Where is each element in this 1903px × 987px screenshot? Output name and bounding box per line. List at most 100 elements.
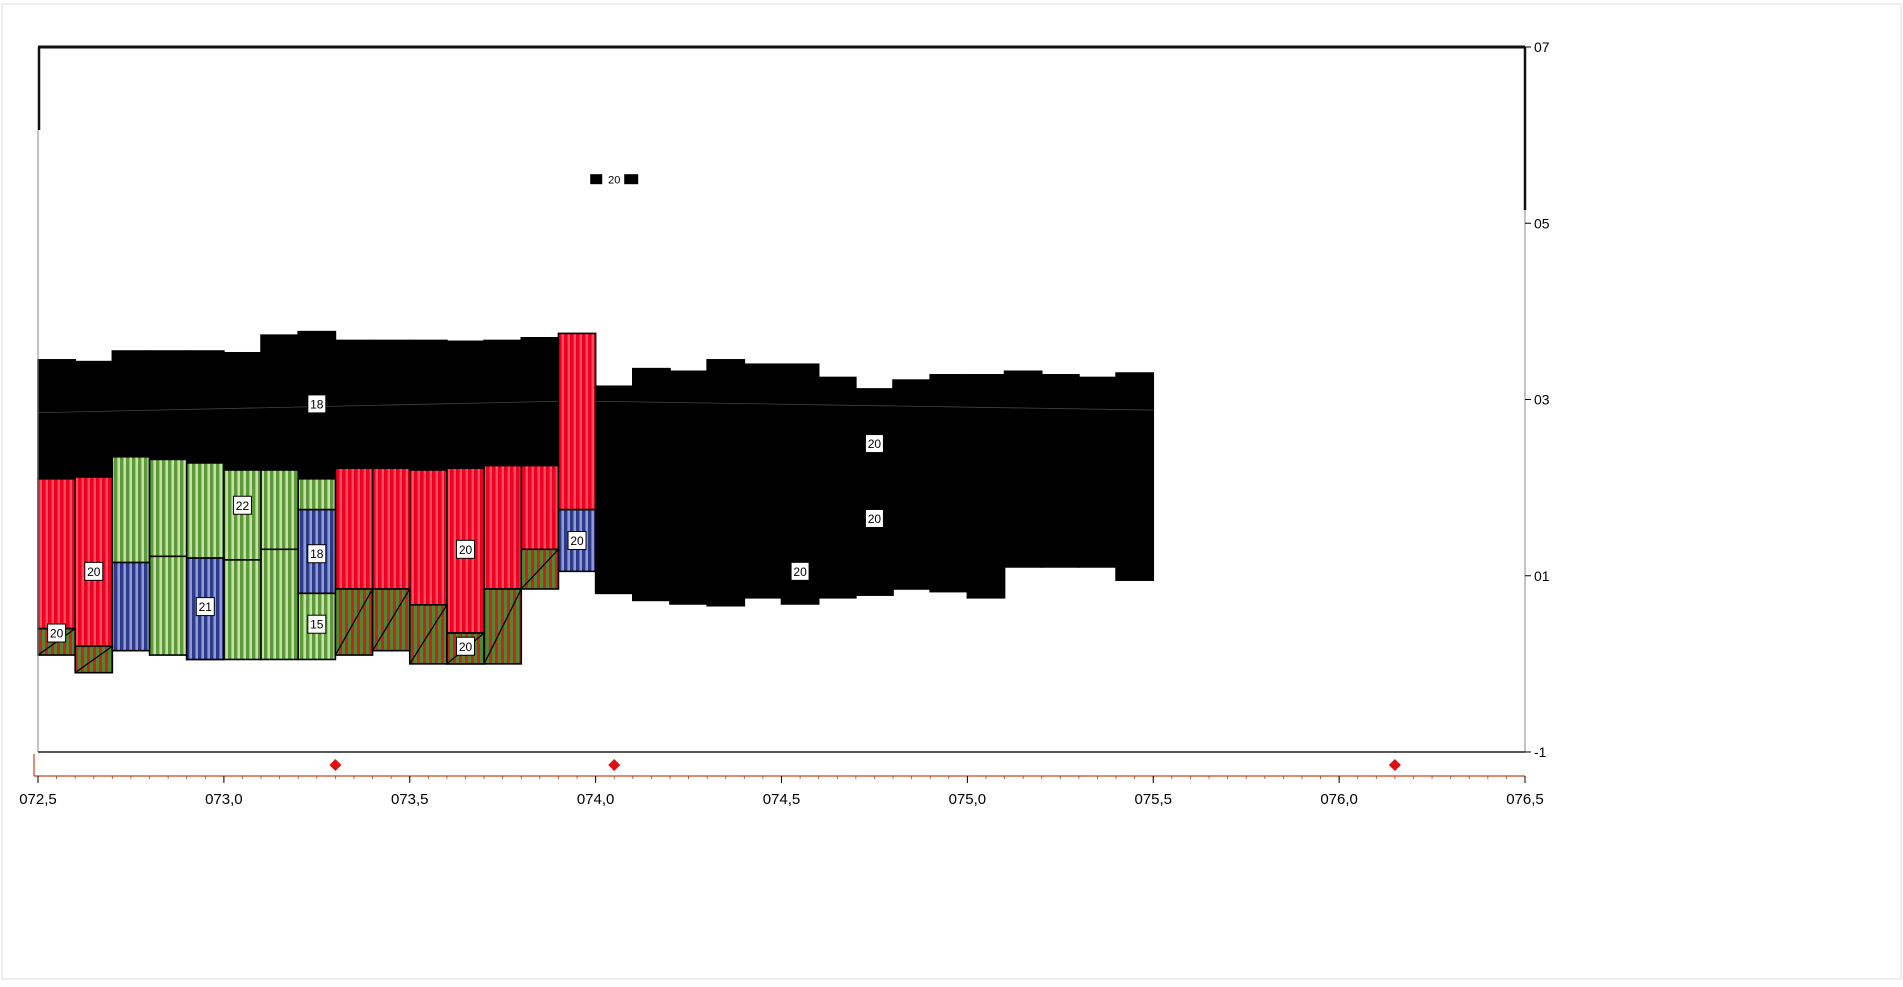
x-tick-label: 076,0 <box>1320 791 1358 808</box>
area-segment-black <box>111 350 151 458</box>
area-segment-green <box>223 559 262 661</box>
area-segment-black <box>892 379 932 590</box>
legend-swatch-left <box>590 174 603 185</box>
layer-label: 20 <box>868 437 882 451</box>
area-segment-blue <box>111 561 151 652</box>
hatch-diagonal <box>483 588 522 665</box>
layer-label-box <box>195 597 215 617</box>
standalone-label-box <box>864 508 884 528</box>
area-segment-green <box>223 469 262 561</box>
area-segment-green <box>260 469 300 551</box>
area-segment-green <box>185 462 225 559</box>
x-tick-label: 073,5 <box>391 791 429 808</box>
event-marker <box>608 759 621 771</box>
figure-border <box>1 3 1902 980</box>
legend-swatch-right <box>624 174 639 185</box>
area-segment-black <box>631 367 671 602</box>
area-segment-black <box>743 363 783 599</box>
layer-label-box <box>232 495 252 515</box>
y-tick-label: -1 <box>1534 744 1547 760</box>
layer-label-box <box>456 539 476 559</box>
area-segment-black <box>1115 372 1155 581</box>
standalone-label-box <box>790 561 810 581</box>
area-segment-red <box>520 464 560 551</box>
area-segment-black <box>185 350 225 464</box>
area-segment-black <box>669 370 708 605</box>
area-segment-green <box>260 548 300 661</box>
standalone-label: 20 <box>50 627 64 641</box>
band-centerline <box>595 400 1154 411</box>
standalone-label-box <box>47 623 67 643</box>
area-segment-black <box>223 351 262 471</box>
layer-label: 18 <box>310 397 324 411</box>
x-tick-label: 074,5 <box>763 791 801 808</box>
area-segment-black <box>1078 376 1117 568</box>
x-tick-label: 073,0 <box>205 791 243 808</box>
layer-label: 18 <box>310 547 324 561</box>
y-tick-label: 03 <box>1534 392 1550 408</box>
layer-label-box <box>864 434 884 454</box>
layer-label: 20 <box>87 565 101 579</box>
area-segment-black <box>1003 370 1043 568</box>
layer-label: 20 <box>459 640 473 654</box>
area-segment-black <box>37 359 76 480</box>
layer-label-box <box>307 394 327 414</box>
layer-label-box <box>307 544 327 564</box>
area-segment-black <box>594 385 634 595</box>
legend-swatch-label: 20 <box>608 175 620 187</box>
area-segment-black <box>408 339 448 471</box>
area-segment-black <box>1040 374 1080 568</box>
area-segment-black <box>706 359 746 607</box>
hatch-diagonal <box>334 588 374 656</box>
area-segment-green <box>297 478 337 511</box>
x-tick-label: 075,0 <box>949 791 987 808</box>
area-segment-red <box>408 469 448 606</box>
layer-label-box <box>567 531 587 550</box>
standalone-label: 20 <box>868 512 882 526</box>
hatch-diagonal <box>409 604 448 665</box>
area-segment-black <box>817 376 857 599</box>
standalone-label: 20 <box>793 565 807 579</box>
area-segment-red <box>74 476 114 648</box>
layer-label: 20 <box>570 534 584 548</box>
layer-label: 22 <box>236 499 250 513</box>
x-tick-label: 076,5 <box>1506 791 1544 808</box>
layer-label: 21 <box>199 600 213 614</box>
area-segment-black <box>446 340 485 470</box>
hatch-diagonal <box>74 645 113 674</box>
area-segment-red <box>446 467 485 634</box>
area-segment-black <box>260 334 300 471</box>
event-marker <box>329 759 342 771</box>
y-tick-label: 05 <box>1534 215 1550 231</box>
x-tick-label: 075,5 <box>1134 791 1172 808</box>
area-segment-green <box>111 455 151 564</box>
layer-label-box <box>456 636 476 656</box>
y-tick-label: 07 <box>1534 39 1550 55</box>
area-segment-red <box>483 464 523 590</box>
area-segment-green <box>148 555 188 656</box>
area-segment-black <box>148 350 188 461</box>
area-segment-red <box>557 332 597 511</box>
area-segment-black <box>966 374 1006 599</box>
layer-label: 15 <box>310 618 324 632</box>
area-segment-red <box>37 478 76 630</box>
area-segment-black <box>334 339 374 470</box>
y-tick-label: 01 <box>1534 568 1550 584</box>
x-tick-label: 072,5 <box>19 791 57 808</box>
hatch-diagonal <box>520 548 559 590</box>
area-segment-black <box>929 374 969 593</box>
x-tick-label: 074,0 <box>577 791 615 808</box>
band-centerline <box>37 400 559 414</box>
area-segment-black <box>855 388 894 596</box>
layer-label-box <box>307 614 327 634</box>
area-segment-green <box>148 458 188 558</box>
area-segment-red <box>334 467 374 590</box>
layer-label: 20 <box>459 543 473 557</box>
hatch-diagonal <box>372 588 411 651</box>
area-segment-red <box>371 467 411 590</box>
layer-label-box <box>84 561 104 581</box>
event-marker <box>1388 759 1401 771</box>
area-segment-black <box>74 360 114 480</box>
